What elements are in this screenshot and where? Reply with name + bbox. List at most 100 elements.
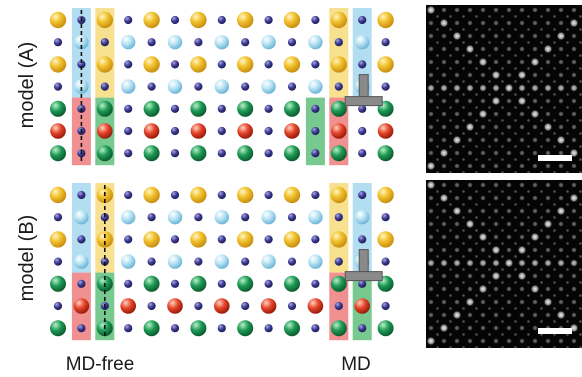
image-spot	[506, 273, 512, 279]
image-spot	[480, 150, 486, 156]
image-spot	[552, 293, 557, 298]
small-navy-atom	[287, 301, 297, 311]
green-atom	[190, 275, 207, 292]
small-navy-atom	[358, 149, 367, 158]
image-spot	[569, 18, 579, 28]
image-spot	[539, 319, 544, 324]
light-blue-atom	[121, 79, 136, 94]
green-atom	[50, 100, 66, 117]
image-spot	[435, 79, 440, 84]
image-spot	[474, 27, 479, 32]
image-spot	[461, 332, 466, 337]
image-spot	[435, 27, 440, 32]
small-navy-atom	[217, 279, 226, 288]
image-spot	[552, 27, 557, 32]
image-spot	[426, 336, 436, 346]
image-spot	[532, 247, 538, 253]
image-spot	[539, 345, 544, 350]
image-spot	[552, 131, 557, 136]
image-spot	[461, 306, 466, 311]
image-spot	[500, 79, 505, 84]
image-spot	[578, 157, 582, 162]
light-blue-atom	[167, 210, 183, 225]
image-spot	[578, 345, 582, 350]
image-spot	[552, 118, 557, 123]
small-navy-atom	[287, 257, 297, 266]
image-spot	[532, 33, 538, 39]
image-spot	[571, 299, 577, 305]
image-spot	[474, 332, 479, 337]
light-blue-atom	[355, 210, 370, 225]
small-navy-atom	[170, 104, 180, 113]
image-spot	[448, 267, 453, 272]
image-spot	[532, 163, 538, 169]
image-spot	[474, 280, 479, 285]
image-spot	[439, 148, 449, 158]
red-atom	[284, 123, 300, 139]
small-navy-atom	[170, 324, 180, 333]
image-spot	[571, 7, 577, 13]
light-blue-atom	[74, 210, 89, 225]
image-spot	[513, 319, 518, 324]
image-spot	[519, 59, 525, 65]
small-navy-atom	[264, 126, 273, 136]
small-navy-atom	[311, 126, 320, 136]
image-spot	[506, 299, 512, 305]
image-spot	[519, 299, 525, 305]
red-atom	[331, 123, 347, 139]
image-spot	[480, 299, 486, 305]
image-spot	[474, 105, 479, 110]
image-spot	[441, 221, 447, 227]
light-blue-atom	[121, 35, 136, 50]
image-spot	[428, 299, 434, 305]
image-spot	[441, 182, 447, 188]
image-spot	[558, 20, 564, 26]
image-spot	[493, 234, 499, 240]
image-spot	[426, 180, 436, 190]
image-spot	[519, 182, 525, 188]
image-spot	[545, 98, 551, 104]
image-spot	[487, 157, 492, 162]
small-navy-atom	[264, 104, 273, 113]
image-spot	[532, 150, 538, 156]
image-spot	[578, 40, 582, 45]
image-spot	[467, 286, 473, 292]
image-spot	[493, 195, 499, 201]
image-spot	[487, 345, 492, 350]
image-spot	[435, 215, 440, 220]
image-spot	[500, 332, 505, 337]
image-spot	[565, 280, 570, 285]
light-blue-atom	[167, 79, 183, 94]
image-spot	[428, 150, 434, 156]
image-spot	[532, 46, 538, 52]
image-spot	[487, 267, 492, 272]
image-spot	[467, 150, 473, 156]
small-navy-atom	[311, 60, 320, 69]
image-spot	[461, 202, 466, 207]
image-spot	[532, 221, 538, 227]
image-spot	[448, 170, 453, 175]
yellow-atom	[283, 231, 301, 248]
image-spot	[461, 293, 466, 298]
image-spot	[539, 189, 544, 194]
yellow-atom	[237, 11, 254, 29]
md-label: MD	[341, 354, 371, 375]
simulated-image-top	[426, 5, 582, 175]
image-spot	[435, 105, 440, 110]
image-spot	[519, 111, 525, 117]
image-spot	[578, 293, 582, 298]
image-spot	[448, 14, 453, 19]
image-spot	[506, 286, 512, 292]
small-navy-atom	[241, 257, 250, 266]
image-spot	[517, 271, 527, 281]
image-spot	[493, 137, 499, 143]
image-spot	[532, 98, 538, 104]
image-spot	[428, 273, 434, 279]
small-navy-atom	[170, 149, 180, 158]
image-spot	[578, 280, 582, 285]
green-atom	[284, 275, 300, 292]
image-spot	[435, 345, 440, 350]
image-spot	[578, 189, 582, 194]
image-spot	[513, 202, 518, 207]
image-spot	[526, 280, 531, 285]
